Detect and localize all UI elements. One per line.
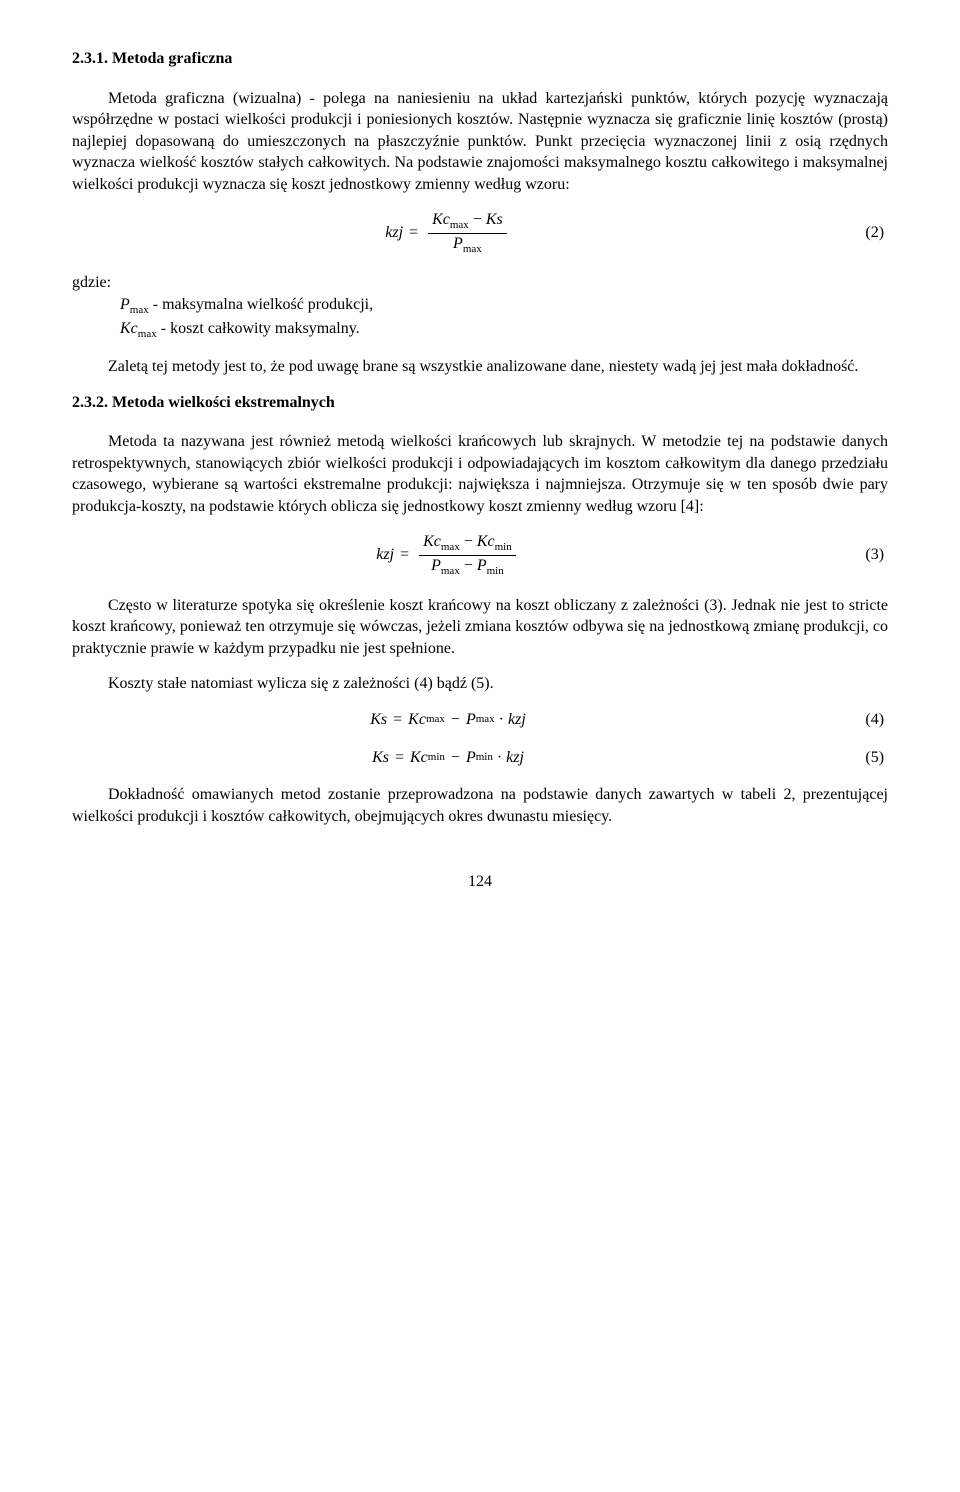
fraction: Kcmax − Kcmin Pmax − Pmin (419, 532, 516, 579)
txt: - koszt całkowity maksymalny. (157, 320, 360, 337)
sub: max (130, 304, 149, 316)
dot: · (497, 747, 502, 769)
formula-2: kzj = Kcmax − Ks Pmax (2) (72, 210, 888, 257)
op: − (473, 211, 482, 228)
sym: P (431, 557, 441, 574)
sym: Kc (120, 320, 138, 337)
formula-lhs: kzj (385, 222, 403, 244)
equals-sign: = (409, 222, 418, 244)
sym: Kc (408, 709, 426, 731)
sub: min (495, 541, 512, 553)
sub: min (428, 750, 445, 765)
sub: max (138, 328, 157, 340)
sym: P (453, 235, 463, 252)
where-line: Pmax - maksymalna wielkość produkcji, (120, 294, 888, 318)
section-heading: 2.3.1. Metoda graficzna (72, 48, 888, 70)
sym: kzj (508, 709, 526, 731)
formula-body: Ks = Kcmin − Pmin · kzj (372, 747, 524, 769)
sym: P (466, 709, 476, 731)
paragraph: Często w literaturze spotyka się określe… (72, 595, 888, 660)
paragraph: Metoda ta nazywana jest również metodą w… (72, 431, 888, 517)
paragraph: Dokładność omawianych metod zostanie prz… (72, 784, 888, 827)
section-heading: 2.3.2. Metoda wielkości ekstremalnych (72, 392, 888, 414)
sub: min (487, 565, 504, 577)
sub: max (450, 219, 469, 231)
sub: max (463, 243, 482, 255)
denominator: Pmax (449, 234, 486, 257)
formula-number: (2) (824, 222, 888, 244)
page-number: 124 (72, 871, 888, 893)
formula-number: (4) (824, 709, 888, 731)
paragraph: Koszty stałe natomiast wylicza się z zal… (72, 673, 888, 695)
sub: min (476, 750, 493, 765)
sym: P (120, 296, 130, 313)
sub: max (426, 712, 445, 727)
sym: kzj (506, 747, 524, 769)
op: − (451, 709, 460, 731)
dot: · (499, 709, 504, 731)
formula-lhs: Ks (370, 709, 387, 731)
formula-body: Ks = Kcmax − Pmax · kzj (370, 709, 526, 731)
where-label: gdzie: (72, 272, 888, 294)
formula-lhs: kzj (376, 544, 394, 566)
numerator: Kcmax − Ks (428, 210, 507, 234)
sub: max (441, 541, 460, 553)
paragraph: Metoda graficzna (wizualna) - polega na … (72, 88, 888, 196)
formula-number: (3) (824, 544, 888, 566)
equals-sign: = (400, 544, 409, 566)
fraction: Kcmax − Ks Pmax (428, 210, 507, 257)
op: − (464, 533, 473, 550)
equals-sign: = (395, 747, 404, 769)
denominator: Pmax − Pmin (427, 556, 508, 579)
sym: Kc (432, 211, 450, 228)
txt: - maksymalna wielkość produkcji, (149, 296, 373, 313)
formula-body: kzj = Kcmax − Kcmin Pmax − Pmin (376, 532, 519, 579)
equals-sign: = (393, 709, 402, 731)
formula-body: kzj = Kcmax − Ks Pmax (385, 210, 510, 257)
formula-3: kzj = Kcmax − Kcmin Pmax − Pmin (3) (72, 532, 888, 579)
formula-4: Ks = Kcmax − Pmax · kzj (4) (72, 709, 888, 731)
sub: max (476, 712, 495, 727)
sym: Kc (410, 747, 428, 769)
sub: max (441, 565, 460, 577)
where-line: Kcmax - koszt całkowity maksymalny. (120, 318, 888, 342)
formula-lhs: Ks (372, 747, 389, 769)
sym: P (477, 557, 487, 574)
op: − (451, 747, 460, 769)
formula-5: Ks = Kcmin − Pmin · kzj (5) (72, 747, 888, 769)
sym: P (466, 747, 476, 769)
where-block: gdzie: Pmax - maksymalna wielkość produk… (72, 272, 888, 342)
formula-number: (5) (824, 747, 888, 769)
op: − (464, 557, 473, 574)
sym: Ks (486, 211, 503, 228)
numerator: Kcmax − Kcmin (419, 532, 516, 556)
sym: Kc (423, 533, 441, 550)
sym: Kc (477, 533, 495, 550)
paragraph: Zaletą tej metody jest to, że pod uwagę … (72, 356, 888, 378)
